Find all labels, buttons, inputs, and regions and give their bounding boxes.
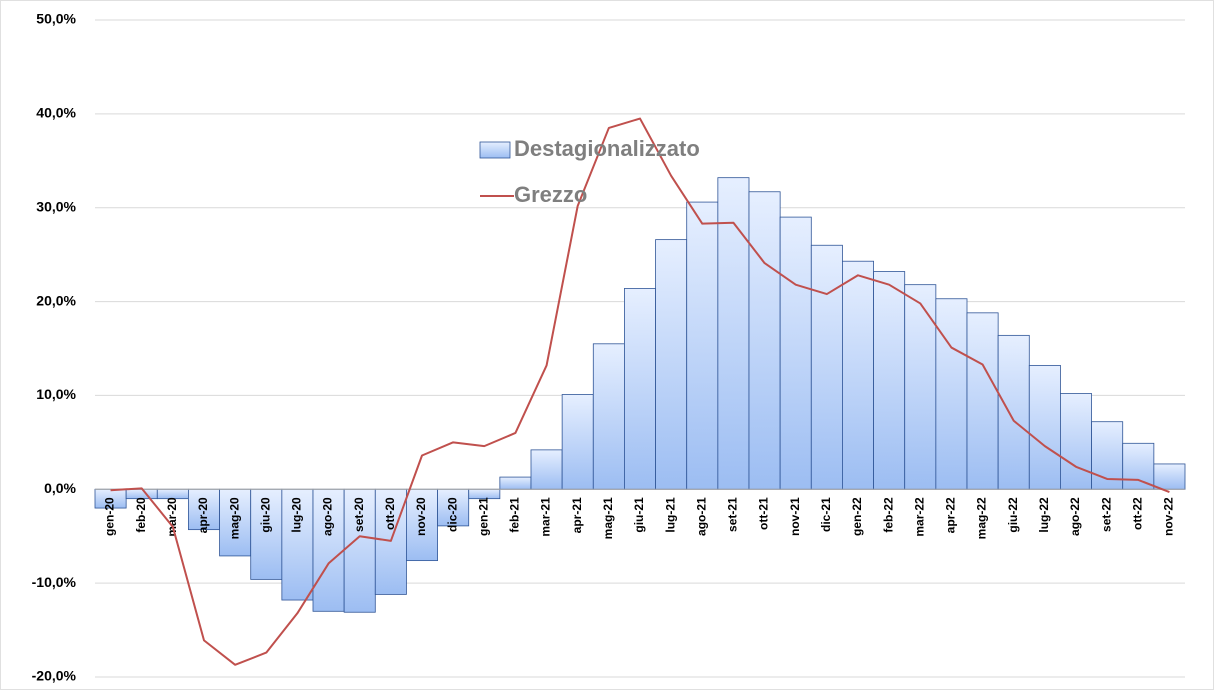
bar bbox=[250, 488, 283, 580]
x-tick-label: set-20 bbox=[352, 497, 366, 532]
bar bbox=[624, 288, 656, 490]
x-tick-label: mag-21 bbox=[601, 497, 615, 539]
bars bbox=[94, 177, 1186, 613]
bar bbox=[997, 334, 1030, 490]
bar bbox=[717, 177, 750, 490]
bar bbox=[219, 488, 252, 557]
y-tick-label: 0,0% bbox=[44, 480, 76, 496]
y-tick-label: 40,0% bbox=[36, 105, 76, 121]
y-tick-label: 10,0% bbox=[36, 386, 76, 402]
x-tick-label: gen-22 bbox=[850, 497, 864, 536]
bar bbox=[935, 298, 968, 490]
bar bbox=[1153, 463, 1186, 490]
x-tick-label: ott-20 bbox=[383, 497, 397, 530]
bar bbox=[966, 312, 999, 490]
line bbox=[110, 117, 1170, 666]
bar bbox=[1028, 364, 1061, 490]
x-tick-label: gen-20 bbox=[103, 497, 117, 536]
x-tick-label: giu-22 bbox=[1006, 497, 1020, 533]
legend-swatch bbox=[479, 141, 511, 159]
y-tick-label: -10,0% bbox=[32, 574, 77, 590]
x-tick-label: dic-20 bbox=[445, 497, 459, 532]
bar bbox=[281, 488, 314, 601]
bar bbox=[592, 343, 625, 490]
x-tick-label: ago-21 bbox=[694, 497, 708, 536]
y-tick-label: 50,0% bbox=[36, 11, 76, 27]
x-tick-label: feb-20 bbox=[134, 497, 148, 533]
y-tick-label: 30,0% bbox=[36, 198, 76, 214]
x-tick-label: apr-22 bbox=[944, 497, 958, 533]
bar bbox=[561, 394, 594, 490]
x-tick-label: nov-21 bbox=[788, 497, 802, 536]
x-tick-label: mar-20 bbox=[165, 497, 179, 537]
bar bbox=[125, 488, 158, 500]
x-tick-label: giu-20 bbox=[258, 497, 272, 533]
x-tick-label: mag-20 bbox=[227, 497, 241, 539]
y-tick-label: 20,0% bbox=[36, 292, 76, 308]
x-tick-label: lug-22 bbox=[1037, 497, 1051, 533]
legend-label: Grezzo bbox=[514, 182, 587, 207]
x-tick-label: set-21 bbox=[726, 497, 740, 532]
y-tick-label: -20,0% bbox=[32, 668, 77, 684]
bar bbox=[1060, 393, 1092, 490]
bar bbox=[437, 488, 470, 527]
x-tick-label: mag-22 bbox=[975, 497, 989, 539]
x-tick-label: nov-22 bbox=[1162, 497, 1176, 536]
bar bbox=[686, 201, 719, 490]
bar bbox=[873, 271, 906, 490]
bar bbox=[748, 191, 781, 490]
x-tick-label: ago-22 bbox=[1068, 497, 1082, 536]
x-tick-label: ago-20 bbox=[321, 497, 335, 536]
bar bbox=[499, 476, 532, 490]
x-tick-label: feb-21 bbox=[508, 497, 522, 533]
x-tick-label: dic-21 bbox=[819, 497, 833, 532]
x-tick-label: ott-21 bbox=[757, 497, 771, 530]
bar bbox=[779, 216, 812, 490]
legend-label: Destagionalizzato bbox=[514, 136, 700, 161]
x-tick-label: apr-21 bbox=[570, 497, 584, 533]
bar bbox=[468, 488, 501, 500]
bar bbox=[655, 239, 688, 490]
bar bbox=[1122, 442, 1155, 490]
x-tick-label: nov-20 bbox=[414, 497, 428, 536]
x-tick-label: giu-21 bbox=[632, 497, 646, 533]
x-tick-label: mar-22 bbox=[912, 497, 926, 537]
bar bbox=[530, 449, 563, 490]
x-tick-label: mar-21 bbox=[539, 497, 553, 537]
bar bbox=[842, 260, 874, 490]
x-tick-label: set-22 bbox=[1099, 497, 1113, 532]
bar bbox=[904, 284, 937, 490]
x-tick-label: feb-22 bbox=[881, 497, 895, 533]
x-tick-label: ott-22 bbox=[1130, 497, 1144, 530]
bar bbox=[188, 488, 220, 531]
x-tick-label: lug-21 bbox=[663, 497, 677, 533]
x-tick-label: gen-21 bbox=[476, 497, 490, 536]
bar bbox=[810, 244, 843, 490]
bar bbox=[156, 488, 189, 500]
x-tick-label: apr-20 bbox=[196, 497, 210, 533]
x-tick-label: lug-20 bbox=[290, 497, 304, 533]
